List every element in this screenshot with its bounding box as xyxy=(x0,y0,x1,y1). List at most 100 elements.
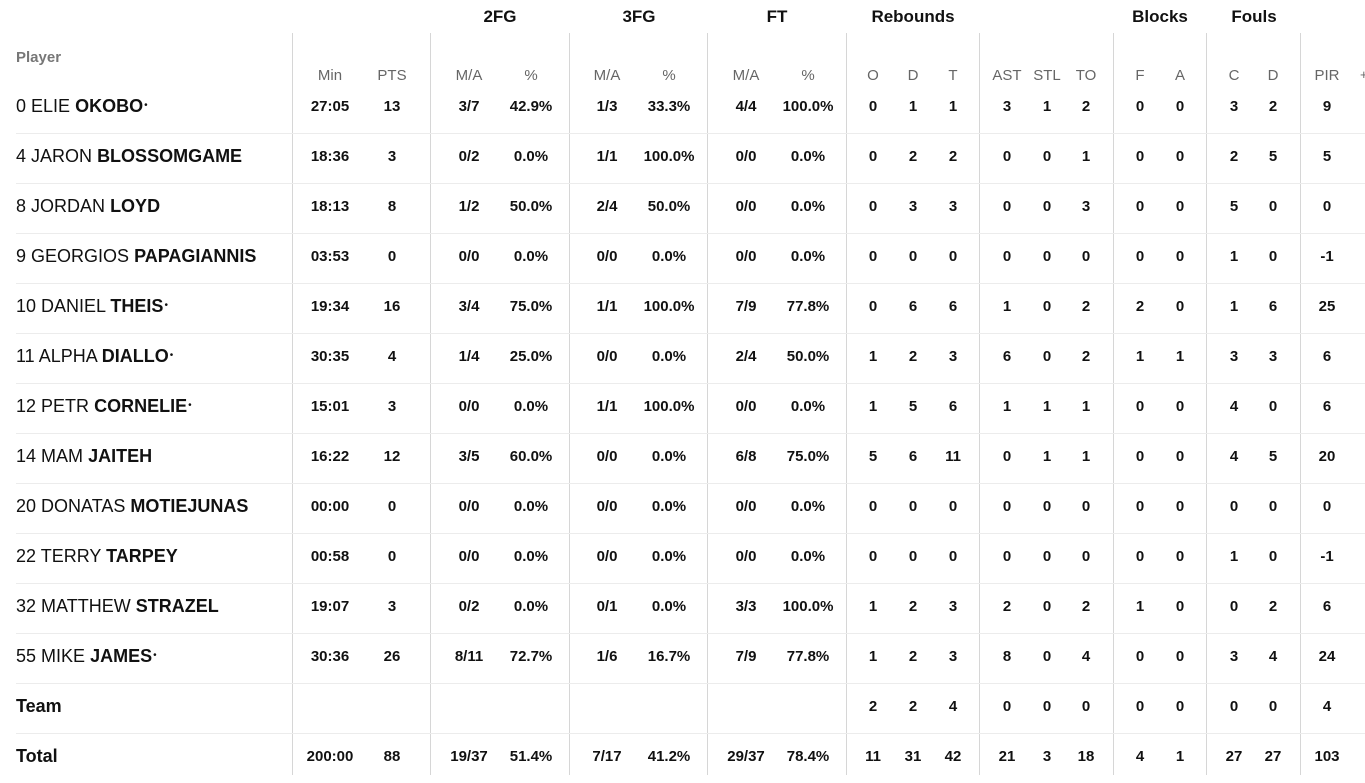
player-name-link[interactable]: 9 GEORGIOS PAPAGIANNIS xyxy=(16,246,256,267)
player-row: 55 MIKE JAMES• 30:36 26 8/11 72.7% 1/6 16.7% 7/… xyxy=(0,633,1365,683)
jersey-number: 0 xyxy=(16,96,27,116)
stat-ast: 0 xyxy=(1002,498,1012,515)
player-name-link[interactable]: 4 JARON BLOSSOMGAME xyxy=(16,146,242,167)
player-name-link[interactable]: 10 DANIEL THEIS• xyxy=(16,296,168,317)
stat-blk-a: 0 xyxy=(1175,498,1185,515)
stat-3fg-ma: 1/1 xyxy=(596,298,618,315)
stat-3fg-pct: 0.0% xyxy=(651,448,687,465)
stat-blk-f: 0 xyxy=(1135,448,1145,465)
stat-stl: 1 xyxy=(1042,448,1052,465)
stat-blk-a: 0 xyxy=(1175,548,1185,565)
stat-ft-pct: 0.0% xyxy=(790,398,826,415)
stat-stl: 0 xyxy=(1042,498,1052,515)
player-name-link[interactable]: 55 MIKE JAMES• xyxy=(16,646,157,667)
stat-ast: 0 xyxy=(1002,148,1012,165)
column-header-2fg-pct[interactable]: % xyxy=(524,67,538,84)
player-first-name: TERRY xyxy=(40,546,102,566)
stat-blk-f: 1 xyxy=(1135,598,1145,615)
stat-reb-o: 0 xyxy=(868,298,878,315)
player-name-link[interactable]: 20 DONATAS MOTIEJUNAS xyxy=(16,496,248,517)
stat-min: 19:07 xyxy=(310,598,350,615)
stat-3fg-ma: 0/0 xyxy=(596,248,618,265)
column-header-reb-o[interactable]: O xyxy=(867,67,879,84)
stat-ft-pct: 0.0% xyxy=(790,498,826,515)
stat-reb-t: 42 xyxy=(944,748,962,765)
column-header-pir[interactable]: PIR xyxy=(1314,67,1340,84)
column-header-ft-pct[interactable]: % xyxy=(801,67,815,84)
player-name-link[interactable]: 14 MAM JAITEH xyxy=(16,446,152,467)
column-header-ft-ma[interactable]: M/A xyxy=(732,67,760,84)
column-header-stl[interactable]: STL xyxy=(1033,67,1061,84)
player-name-link[interactable]: 22 TERRY TARPEY xyxy=(16,546,178,567)
jersey-number: 10 xyxy=(16,296,37,316)
stat-ft-ma: 3/3 xyxy=(735,598,757,615)
column-header-reb-t[interactable]: T xyxy=(948,67,958,84)
stat-2fg-pct: 72.7% xyxy=(509,648,553,665)
column-header-pts[interactable]: PTS xyxy=(377,67,407,84)
stat-foul-c: 1 xyxy=(1229,298,1239,315)
stat-min: 00:00 xyxy=(310,498,350,515)
column-header-to[interactable]: TO xyxy=(1075,67,1097,84)
player-name-link[interactable]: 8 JORDAN LOYD xyxy=(16,196,160,217)
stat-to: 1 xyxy=(1081,398,1091,415)
stat-reb-t: 1 xyxy=(948,98,958,115)
stat-2fg-pct: 0.0% xyxy=(513,598,549,615)
group-header-rebounds: Rebounds xyxy=(871,7,955,26)
starter-marker: • xyxy=(153,650,157,661)
stat-pir: 6 xyxy=(1322,398,1332,415)
player-last-name: JAMES xyxy=(90,646,153,666)
stat-min: 18:13 xyxy=(310,198,350,215)
stat-foul-c: 2 xyxy=(1229,148,1239,165)
expand-columns-button[interactable]: + xyxy=(1360,67,1365,82)
stat-blk-a: 0 xyxy=(1175,248,1185,265)
column-header-ast[interactable]: AST xyxy=(992,67,1022,84)
stat-reb-t: 11 xyxy=(945,448,961,465)
stat-blk-f: 0 xyxy=(1135,548,1145,565)
stat-pir: 9 xyxy=(1322,98,1332,115)
stat-stl: 3 xyxy=(1042,748,1052,765)
column-header-blk-a[interactable]: A xyxy=(1174,67,1186,84)
player-last-name: TARPEY xyxy=(106,546,178,566)
stat-3fg-ma: 1/1 xyxy=(596,398,618,415)
stat-ft-pct: 77.8% xyxy=(786,298,830,315)
stat-blk-f: 0 xyxy=(1135,248,1145,265)
column-header-blk-f[interactable]: F xyxy=(1135,67,1145,84)
row-divider xyxy=(16,383,1365,384)
player-name-link[interactable]: 0 ELIE OKOBO• xyxy=(16,96,148,117)
column-header-2fg-ma[interactable]: M/A xyxy=(455,67,483,84)
column-header-foul-c[interactable]: C xyxy=(1228,67,1240,84)
stat-2fg-ma: 0/2 xyxy=(458,598,480,615)
stat-2fg-pct: 60.0% xyxy=(509,448,553,465)
stat-3fg-pct: 41.2% xyxy=(647,748,691,765)
stat-to: 1 xyxy=(1081,448,1091,465)
column-divider xyxy=(292,33,293,775)
stat-reb-d: 2 xyxy=(908,348,918,365)
player-name-link[interactable]: 32 MATTHEW STRAZEL xyxy=(16,596,219,617)
column-header-min[interactable]: Min xyxy=(317,67,343,84)
stat-blk-f: 0 xyxy=(1135,648,1145,665)
player-row: 22 TERRY TARPEY 00:58 0 0/0 0.0% 0/0 0.0% 0/0 0.… xyxy=(0,533,1365,583)
player-row: 4 JARON BLOSSOMGAME 18:36 3 0/2 0.0% 1/1 100.0… xyxy=(0,133,1365,183)
player-row: 9 GEORGIOS PAPAGIANNIS 03:53 0 0/0 0.0% 0/0 0.… xyxy=(0,233,1365,283)
column-header-3fg-ma[interactable]: M/A xyxy=(593,67,621,84)
player-row: 12 PETR CORNELIE• 15:01 3 0/0 0.0% 1/1 100.0% 0… xyxy=(0,383,1365,433)
player-first-name: DANIEL xyxy=(41,296,106,316)
stat-reb-o: 2 xyxy=(868,698,878,715)
stat-3fg-pct: 50.0% xyxy=(647,198,691,215)
stat-reb-t: 6 xyxy=(948,398,958,415)
column-header-reb-d[interactable]: D xyxy=(907,67,919,84)
player-name-link[interactable]: 12 PETR CORNELIE• xyxy=(16,396,192,417)
player-row: 11 ALPHA DIALLO• 30:35 4 1/4 25.0% 0/0 0.0% 2/4… xyxy=(0,333,1365,383)
column-header-foul-d[interactable]: D xyxy=(1267,67,1279,84)
stat-reb-o: 0 xyxy=(868,98,878,115)
player-first-name: ALPHA xyxy=(38,346,97,366)
row-divider xyxy=(16,433,1365,434)
player-name-link[interactable]: 11 ALPHA DIALLO• xyxy=(16,346,173,367)
stat-ast: 0 xyxy=(1002,198,1012,215)
stat-reb-d: 5 xyxy=(908,398,918,415)
stat-3fg-pct: 33.3% xyxy=(647,98,691,115)
stat-reb-o: 0 xyxy=(868,548,878,565)
row-divider xyxy=(16,233,1365,234)
column-header-3fg-pct[interactable]: % xyxy=(662,67,676,84)
